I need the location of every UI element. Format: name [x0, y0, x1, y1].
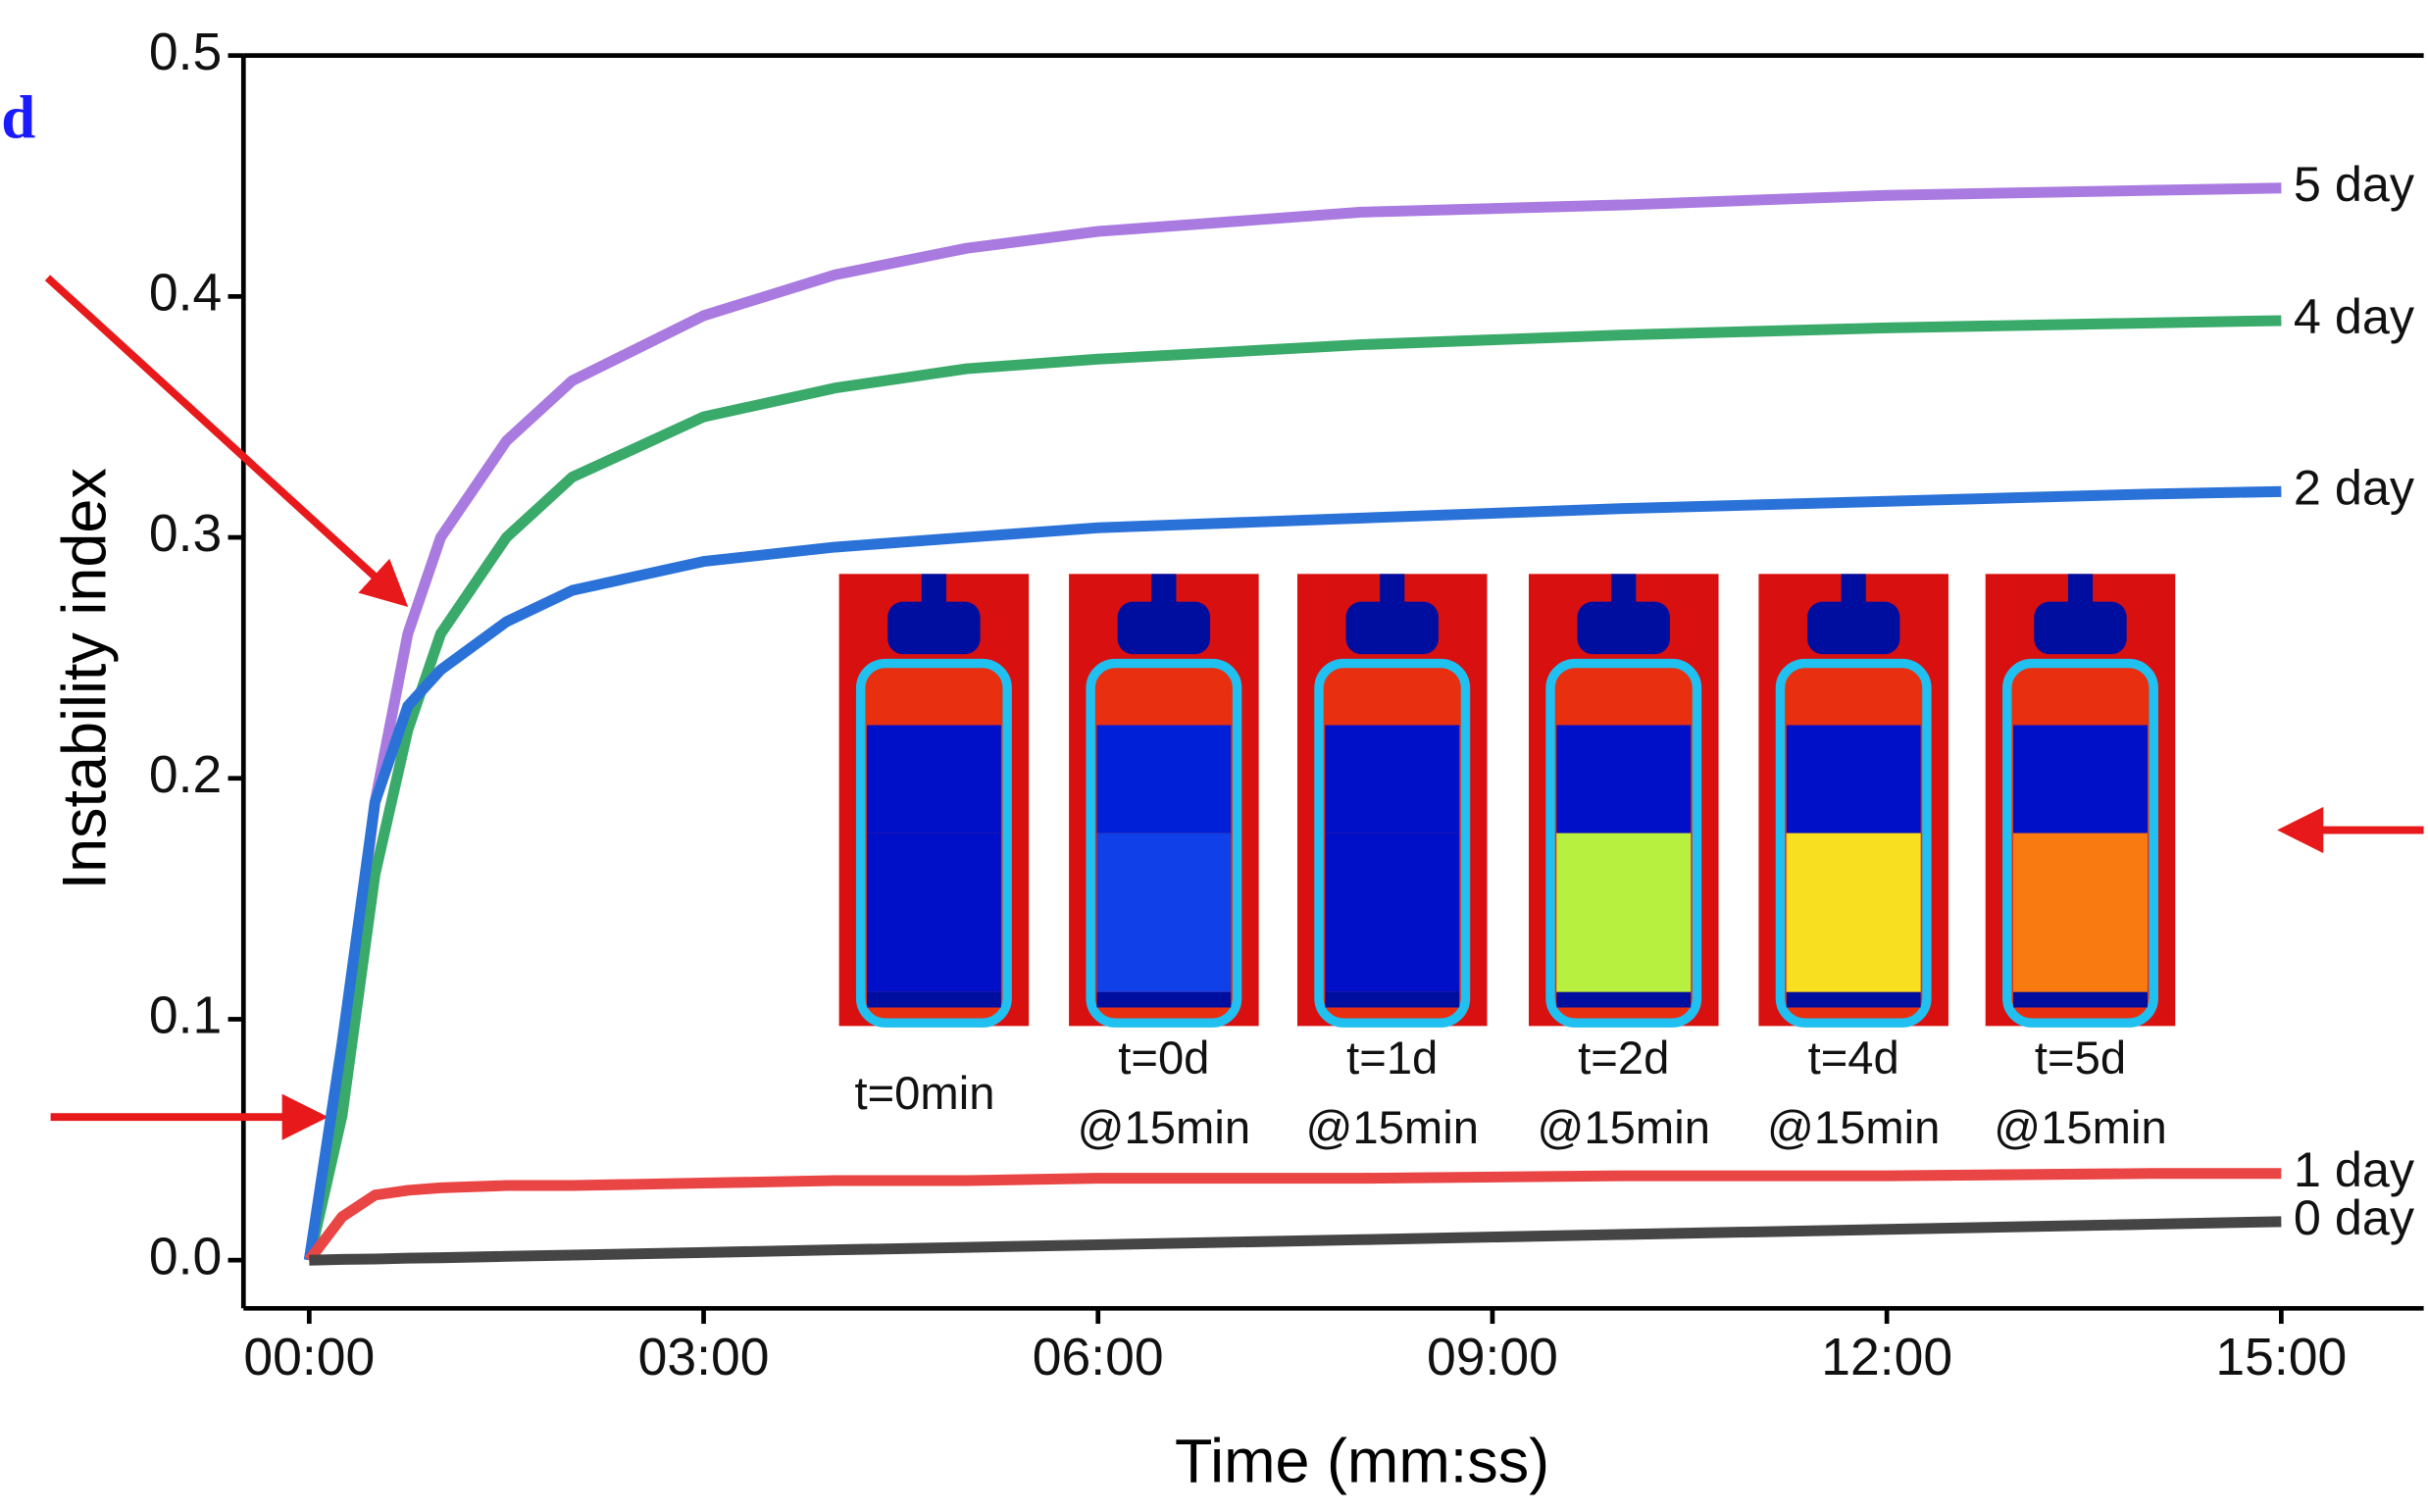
bottle-neck [1842, 574, 1866, 620]
x-tick-label: 03:00 [638, 1329, 770, 1386]
bottle-base [1787, 992, 1921, 1008]
bottle-bottom-liquid [1556, 833, 1691, 992]
inset-caption: t=5d [2035, 1033, 2126, 1084]
bottle-top-liquid [2013, 726, 2148, 833]
inset-caption: @15min [1767, 1102, 1940, 1154]
bottle-base [1096, 992, 1231, 1008]
series-label: 2 day [2294, 460, 2415, 516]
inset-caption: t=2d [1578, 1033, 1669, 1084]
y-tick-label: 0.3 [149, 505, 222, 563]
x-tick-label: 09:00 [1427, 1329, 1558, 1386]
bottle-top-liquid [1325, 726, 1459, 833]
inset-images [839, 574, 2176, 1026]
bottle-neck [2068, 574, 2093, 620]
bottle-base [867, 992, 1001, 1008]
inset-caption: t=0d [1118, 1033, 1209, 1084]
inset-caption: t=1d [1346, 1033, 1438, 1084]
data-line [309, 1174, 2281, 1260]
inset-caption: t=4d [1808, 1033, 1899, 1084]
inset-caption: @15min [1994, 1102, 2166, 1154]
x-tick-label: 06:00 [1033, 1329, 1164, 1386]
x-tick-label: 00:00 [243, 1329, 375, 1386]
bottle-bottom-liquid [1096, 833, 1231, 992]
bottle-bottom-liquid [1325, 833, 1459, 992]
bottle-top-liquid [1096, 726, 1231, 833]
y-tick-label: 0.1 [149, 987, 222, 1045]
bottle-neck [1611, 574, 1636, 620]
data-line [309, 321, 2281, 1260]
bottle-bottom-liquid [2013, 833, 2148, 992]
bottle-bottom-liquid [867, 833, 1001, 992]
bottle-neck [1151, 574, 1176, 620]
inset-caption: t=0min [854, 1068, 994, 1120]
y-tick-label: 0.2 [149, 746, 222, 804]
x-tick-label: 15:00 [2215, 1329, 2347, 1386]
bottle-base [2013, 992, 2148, 1008]
series-label: 4 day [2294, 288, 2415, 344]
y-tick-label: 0.4 [149, 264, 222, 322]
bottle-top-liquid [867, 726, 1001, 833]
chart: Instability index Time (mm:ss) d 0.0 0.1 0… [0, 0, 2428, 1512]
y-axis-title: Instability index [51, 468, 120, 889]
bottle-top-liquid [1787, 726, 1921, 833]
inset-caption: @15min [1538, 1102, 1710, 1154]
data-line [309, 491, 2281, 1260]
x-tick-label: 12:00 [1821, 1329, 1952, 1386]
inset-caption: @15min [1078, 1102, 1250, 1154]
y-tick-label: 0.0 [149, 1228, 222, 1285]
bottle-top-liquid [1556, 726, 1691, 833]
y-tick-label: 0.5 [149, 24, 222, 81]
data-line [309, 1222, 2281, 1260]
x-axis-title: Time (mm:ss) [1175, 1427, 1549, 1495]
series-label: 0 day [2294, 1189, 2415, 1245]
inset-caption: @15min [1306, 1102, 1479, 1154]
bottle-neck [922, 574, 946, 620]
bottle-neck [1380, 574, 1404, 620]
bottle-bottom-liquid [1787, 833, 1921, 992]
bottle-base [1325, 992, 1459, 1008]
bottle-base [1556, 992, 1691, 1008]
series-label: 5 day [2294, 156, 2415, 212]
panel-letter: d [1, 82, 35, 151]
